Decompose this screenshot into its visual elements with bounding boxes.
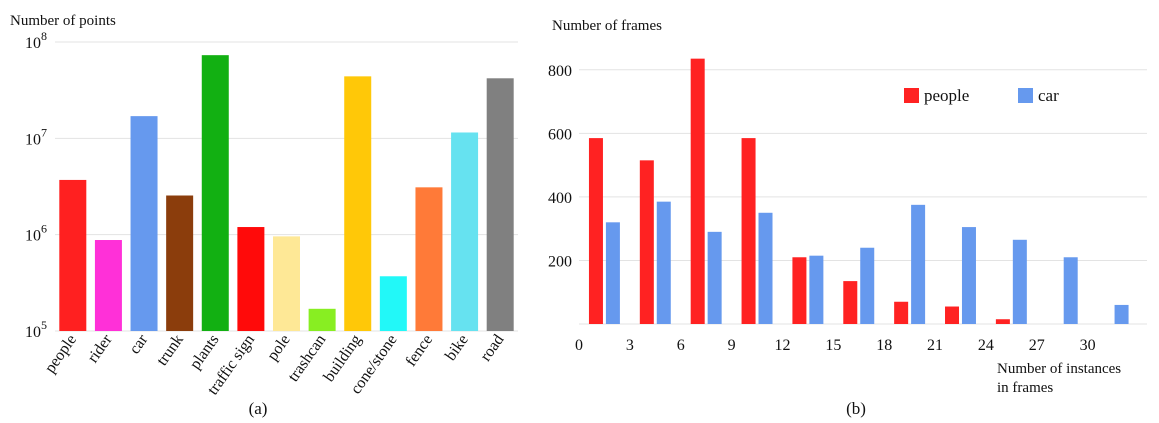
chart-b-y-axis-label: Number of frames <box>552 18 662 34</box>
chart-a-bar-trunk <box>166 195 194 331</box>
chart-b-bar-people <box>588 138 603 324</box>
chart-a-x-tick-label: pole <box>264 332 294 364</box>
chart-a-bar-car <box>130 116 158 331</box>
chart-b-x-tick-label: 3 <box>626 337 634 354</box>
chart-b-bar-people <box>945 306 960 324</box>
chart-b-y-tick-label: 200 <box>548 253 572 270</box>
chart-b-bar-car <box>860 247 875 324</box>
chart-a-bar-fence <box>415 187 443 331</box>
chart-b-bar-car <box>758 212 773 324</box>
chart-a-bar-rider <box>94 240 122 331</box>
chart-a-bar-building <box>344 76 372 332</box>
chart-b-legend-label: people <box>924 86 969 105</box>
chart-a-x-tick-label: people <box>42 332 80 377</box>
chart-a-y-tick-exponent: 8 <box>41 29 47 43</box>
chart-a-bar-cone-stone <box>379 276 407 331</box>
chart-a-y-tick-label: 108 <box>25 29 47 52</box>
chart-b-bar-car <box>656 201 671 324</box>
chart-b-bar-car <box>809 255 824 324</box>
chart-a-y-tick-base: 10 <box>25 228 41 245</box>
chart-b-bar-people <box>843 281 858 324</box>
chart-a-bar-traffic-sign <box>237 227 265 331</box>
chart-b-x-tick-label: 21 <box>927 337 943 354</box>
chart-b-x-tick-label: 12 <box>774 337 790 354</box>
chart-a-x-tick-label: trunk <box>154 332 187 369</box>
chart-a-bar-trashcan <box>308 308 336 331</box>
chart-a-y-tick-label: 105 <box>25 318 47 341</box>
chart-a-y-tick-label: 106 <box>25 222 47 245</box>
chart-b-x-tick-label: 24 <box>978 337 994 354</box>
chart-a-bar-pole <box>273 236 300 331</box>
chart-b-bar-people <box>792 257 807 324</box>
chart-b-bar-car <box>707 231 722 324</box>
chart-b-x-axis-label-line1: Number of instances <box>997 361 1121 377</box>
chart-b-bar-car <box>911 204 926 324</box>
chart-a-x-tick-label: rider <box>84 331 116 366</box>
chart-a-x-tick-label: road <box>477 332 507 365</box>
chart-b-bar-car <box>1063 257 1078 324</box>
chart-b-bar-chart: Number of frames 200 400 600 800 0 3 6 9 12 15 18 21… <box>548 18 1147 418</box>
chart-a-y-tick-label: 107 <box>25 125 47 148</box>
chart-b-x-tick-label: 9 <box>728 337 736 354</box>
chart-b-bar-people <box>741 138 756 324</box>
chart-b-x-tick-label: 27 <box>1029 337 1045 354</box>
chart-b-y-tick-label: 600 <box>548 126 572 143</box>
chart-a-bar-bike <box>451 132 479 331</box>
chart-b-y-tick-label: 800 <box>548 63 572 80</box>
chart-a-caption: (a) <box>249 399 268 418</box>
chart-a-x-tick-label: plants <box>187 332 223 373</box>
chart-b-bar-people <box>894 301 909 324</box>
chart-b-x-tick-label: 0 <box>575 337 583 354</box>
chart-a-x-tick-label: car <box>126 331 152 357</box>
chart-a-y-tick-exponent: 7 <box>41 125 47 139</box>
chart-b-x-tick-label: 30 <box>1080 337 1096 354</box>
chart-b-legend-swatch-people <box>904 88 919 103</box>
chart-b-x-tick-label: 6 <box>677 337 685 354</box>
chart-a-x-tick-label: fence <box>402 332 436 370</box>
chart-b-bar-car <box>961 227 976 324</box>
chart-a-y-tick-base: 10 <box>25 324 41 341</box>
chart-b-bar-people <box>995 319 1010 324</box>
chart-a-bar-plants <box>201 55 229 331</box>
chart-b-bar-car <box>1012 239 1027 324</box>
chart-a-bar-people <box>59 179 87 331</box>
chart-b-y-tick-label: 400 <box>548 190 572 207</box>
chart-b-bar-car <box>1114 304 1129 324</box>
chart-b-bar-car <box>605 222 620 324</box>
chart-b-x-tick-label: 15 <box>825 337 841 354</box>
chart-b-bar-people <box>690 58 705 325</box>
chart-b-legend-swatch-car <box>1018 88 1033 103</box>
chart-a-y-tick-base: 10 <box>25 35 41 52</box>
chart-a-x-tick-label: bike <box>442 332 472 364</box>
chart-a-y-tick-exponent: 5 <box>41 318 47 332</box>
chart-b-bar-people <box>639 160 654 324</box>
chart-b-x-axis-label-line2: in frames <box>997 380 1053 396</box>
chart-b-legend-label: car <box>1038 86 1059 105</box>
chart-a-y-tick-exponent: 6 <box>41 222 47 236</box>
chart-b-x-tick-label: 18 <box>876 337 892 354</box>
chart-a-y-axis-label: Number of points <box>10 13 116 29</box>
chart-a-y-tick-base: 10 <box>25 131 41 148</box>
chart-a-bar-road <box>486 78 514 331</box>
chart-b-caption: (b) <box>846 399 866 418</box>
